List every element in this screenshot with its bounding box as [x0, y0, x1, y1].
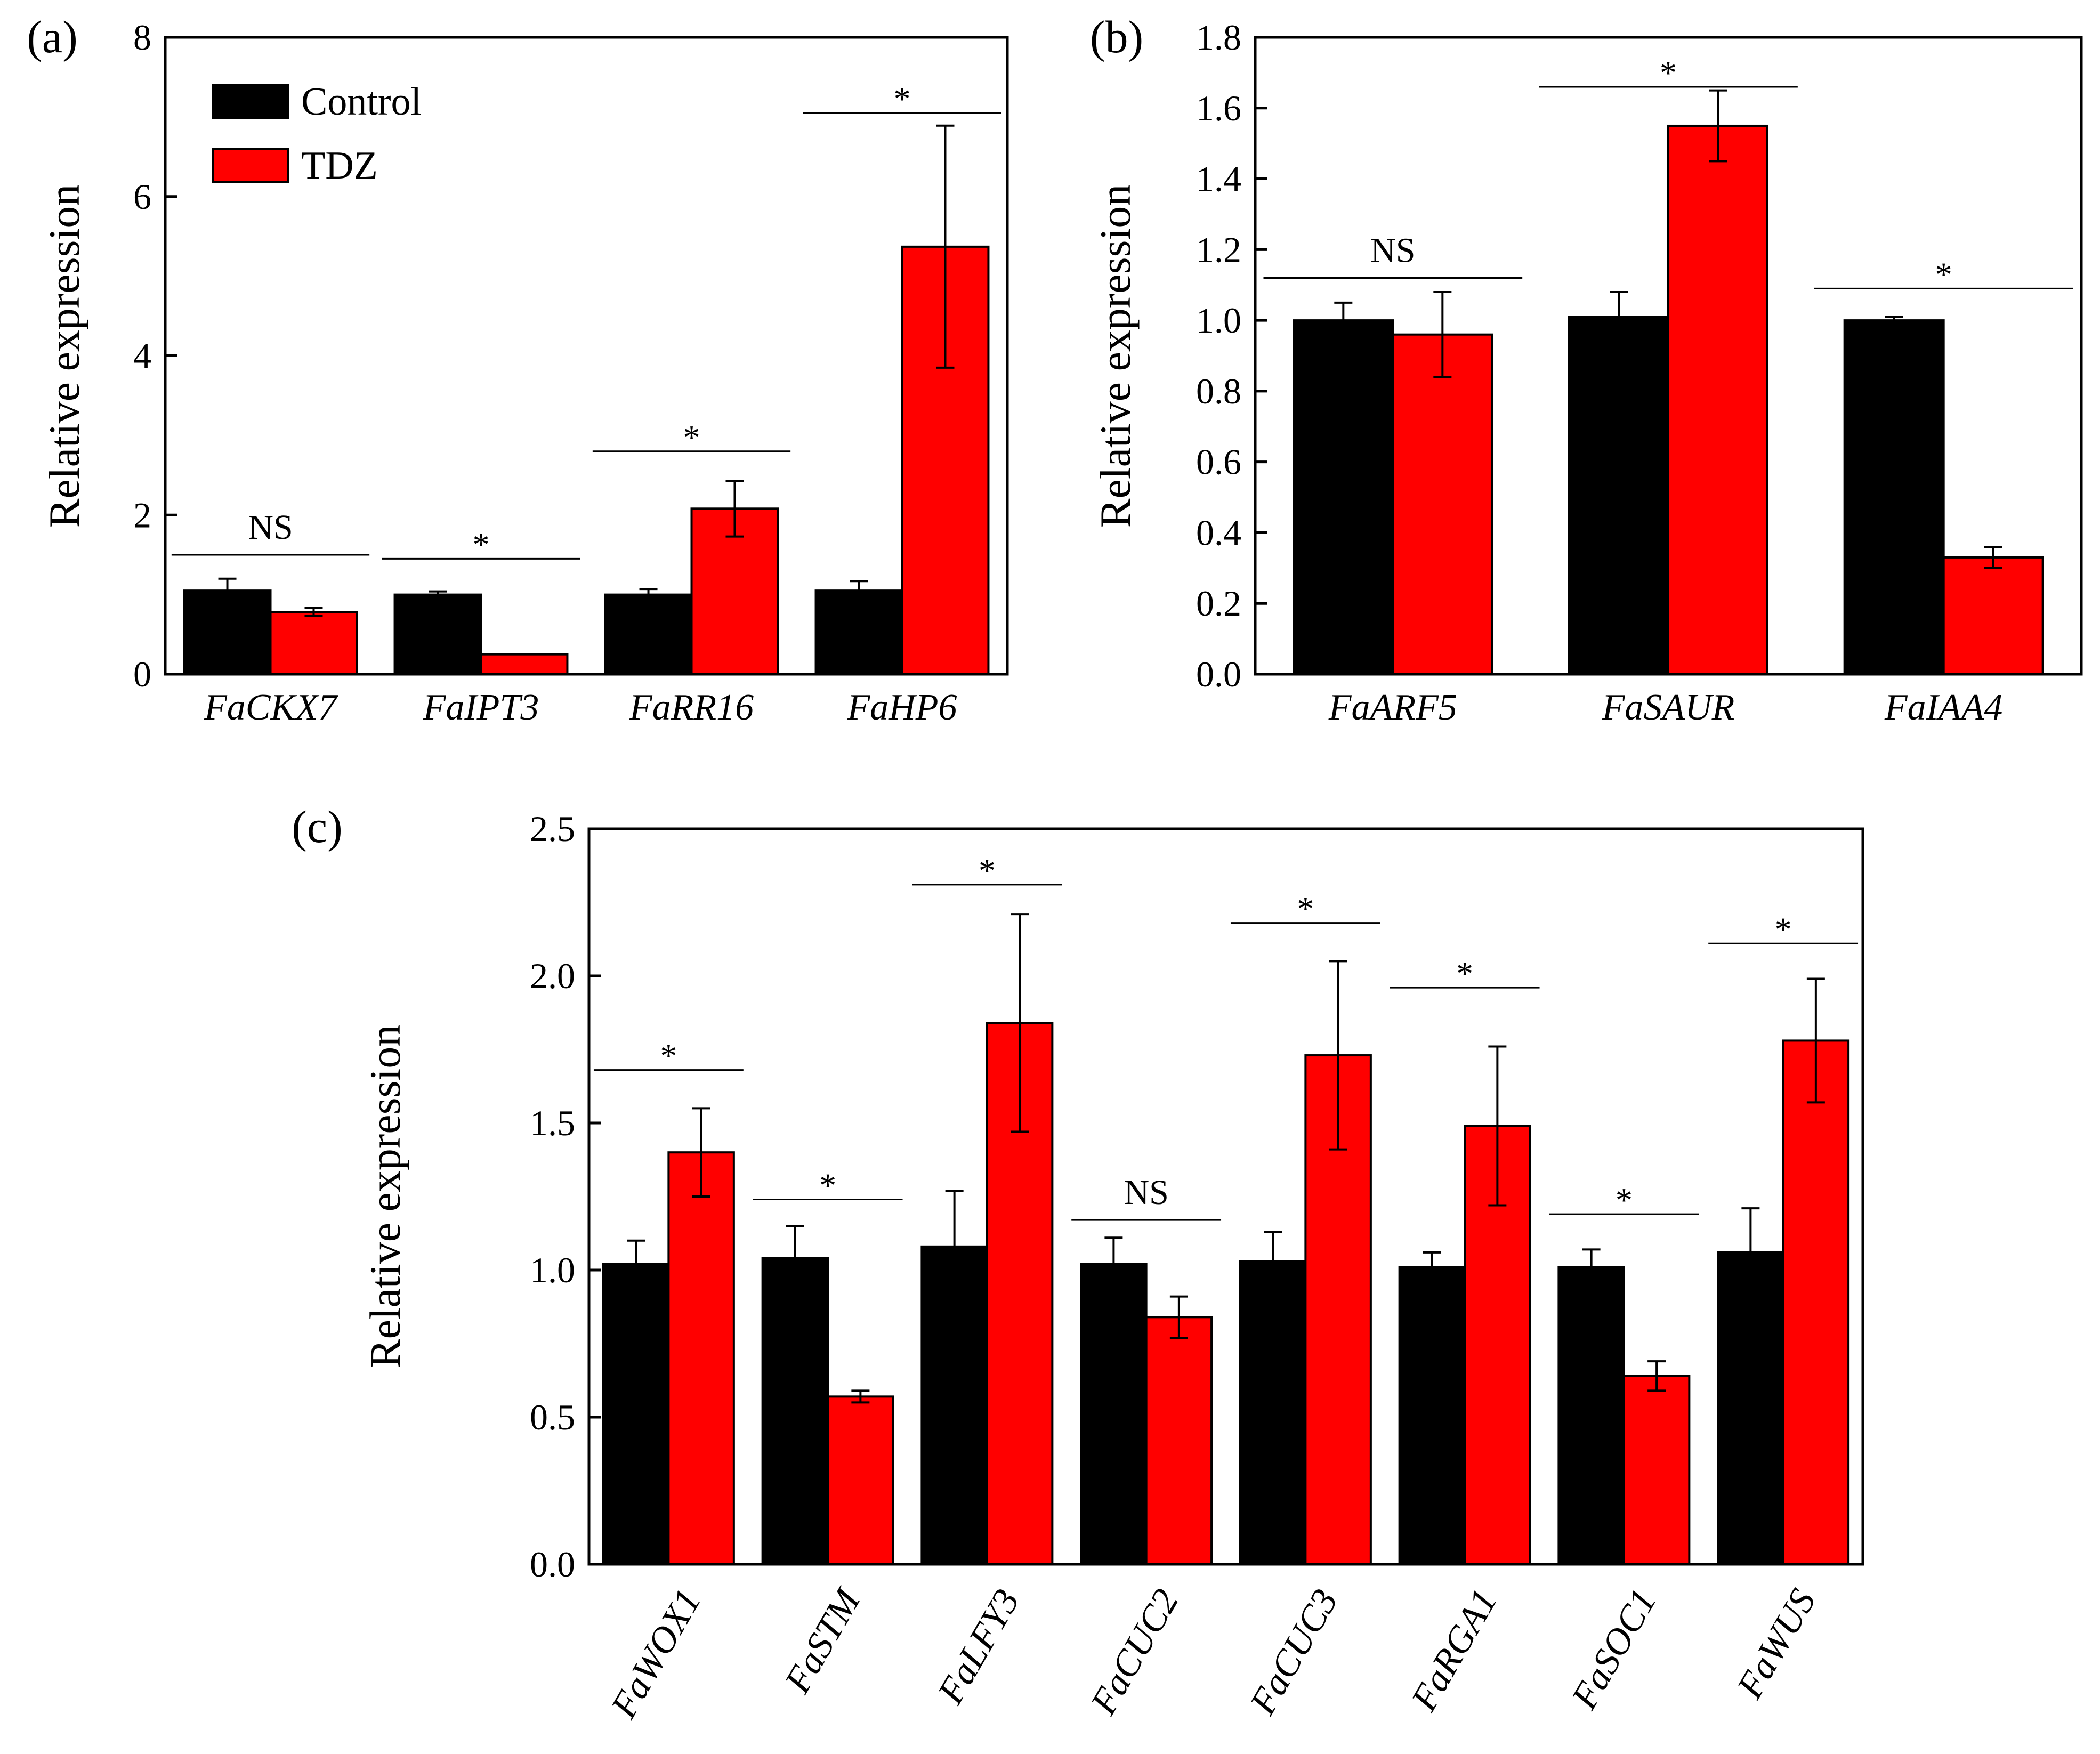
control-bar — [814, 589, 903, 675]
y-tick-label: 4 — [133, 336, 151, 376]
y-tick-label: 2 — [133, 495, 151, 535]
chart-panel-1: (a) Relative expression 0 2 4 6 8 NS FaCKX7 * FaIP… — [27, 11, 1009, 728]
control-bar — [602, 1263, 670, 1565]
significance-label: NS — [1370, 231, 1415, 270]
significance-label: NS — [248, 508, 293, 547]
control-bar — [1398, 1266, 1466, 1565]
tdz-bar — [1622, 1375, 1691, 1565]
y-tick-label: 1.0 — [1196, 300, 1241, 341]
tdz-bar — [1145, 1316, 1213, 1566]
legend-swatch-control — [212, 84, 289, 119]
significance-label: * — [819, 1167, 836, 1205]
control-bar — [1717, 1251, 1784, 1565]
y-tick-label: 0.0 — [1196, 654, 1241, 694]
legend-swatch-tdz — [212, 148, 289, 183]
control-bar — [761, 1257, 829, 1565]
x-tick-label: FaWUS — [1729, 1582, 1824, 1705]
significance-label: NS — [1124, 1173, 1168, 1212]
plot-frame — [1254, 36, 2083, 676]
x-tick-label: FaHP6 — [846, 687, 957, 728]
legend-label-tdz: TDZ — [301, 144, 378, 188]
significance-label: * — [660, 1037, 677, 1075]
y-tick-label: 0 — [133, 654, 151, 694]
tdz-bar — [1942, 556, 2044, 675]
y-axis-label: Relative expression — [361, 1025, 409, 1368]
y-tick-label: 0.2 — [1196, 583, 1241, 624]
tdz-bar — [269, 611, 358, 676]
x-tick-label: FaIPT3 — [423, 687, 539, 728]
tdz-bar — [1667, 124, 1768, 676]
plot-frame — [587, 827, 1864, 1566]
control-bar — [604, 593, 693, 675]
significance-label: * — [1616, 1181, 1633, 1219]
control-bar — [393, 593, 482, 675]
tdz-bar — [827, 1395, 894, 1566]
significance-label: * — [1775, 910, 1792, 948]
y-tick-label: 1.0 — [530, 1250, 575, 1290]
significance-label: * — [1456, 955, 1473, 992]
significance-label: * — [1297, 890, 1314, 928]
panel-label: (b) — [1090, 11, 1143, 62]
chart-panel-3: (c) Relative expression 0.0 0.5 1.0 1.5 2.0 2.5… — [292, 801, 1864, 1725]
tdz-bar — [667, 1151, 735, 1565]
x-tick-label: FaSAUR — [1602, 687, 1735, 728]
y-tick-label: 0.5 — [530, 1397, 575, 1437]
tdz-bar — [1782, 1039, 1850, 1565]
y-tick-label: 8 — [133, 17, 151, 58]
y-tick-label: 1.5 — [530, 1103, 575, 1143]
tdz-bar — [1392, 333, 1493, 675]
significance-label: * — [894, 80, 911, 118]
y-tick-label: 0.0 — [530, 1544, 575, 1585]
legend-label-control: Control — [301, 80, 422, 124]
control-bar — [1568, 316, 1669, 675]
chart-panel-2: (b) Relative expression 0.0 0.2 0.4 0.6 0.8 1.0… — [1090, 11, 2083, 728]
control-bar — [1080, 1263, 1148, 1565]
significance-label: * — [979, 852, 996, 890]
x-tick-label: FaRR16 — [629, 687, 754, 728]
control-bar — [183, 589, 272, 675]
y-tick-label: 0.8 — [1196, 371, 1241, 411]
y-tick-label: 0.6 — [1196, 442, 1241, 482]
y-tick-label: 6 — [133, 176, 151, 217]
x-tick-label: FaRGA1 — [1403, 1582, 1506, 1718]
tdz-bar — [480, 653, 569, 675]
x-tick-label: FaCUC2 — [1083, 1582, 1187, 1722]
x-tick-label: FaCKX7 — [204, 687, 338, 728]
x-tick-label: FaIAA4 — [1884, 687, 2003, 728]
plot-frame — [164, 36, 1009, 676]
significance-label: * — [1660, 54, 1677, 92]
y-tick-label: 1.8 — [1196, 17, 1241, 58]
significance-label: * — [683, 418, 700, 456]
x-tick-label: FaCUC3 — [1242, 1582, 1346, 1722]
significance-label: * — [1935, 255, 1952, 293]
panel-label: (a) — [27, 11, 77, 62]
control-bar — [1293, 319, 1394, 675]
x-tick-label: FaARF5 — [1328, 687, 1457, 728]
y-tick-label: 2.0 — [530, 956, 575, 996]
x-tick-label: FaSTM — [777, 1581, 869, 1700]
y-tick-label: 0.4 — [1196, 512, 1241, 553]
control-bar — [1239, 1260, 1307, 1565]
significance-label: * — [473, 526, 490, 563]
y-tick-label: 1.2 — [1196, 229, 1241, 270]
y-axis-label: Relative expression — [40, 184, 88, 528]
x-tick-label: FaWOX1 — [603, 1582, 709, 1725]
y-tick-label: 1.4 — [1196, 159, 1241, 199]
y-tick-label: 1.6 — [1196, 88, 1241, 128]
panel-label: (c) — [292, 801, 342, 852]
y-axis-label: Relative expression — [1091, 184, 1140, 528]
y-tick-label: 2.5 — [530, 809, 575, 849]
x-tick-label: FaSOC1 — [1563, 1582, 1665, 1717]
control-bar — [1843, 319, 1945, 675]
control-bar — [1557, 1266, 1625, 1565]
x-tick-label: FaLFY3 — [930, 1582, 1028, 1711]
